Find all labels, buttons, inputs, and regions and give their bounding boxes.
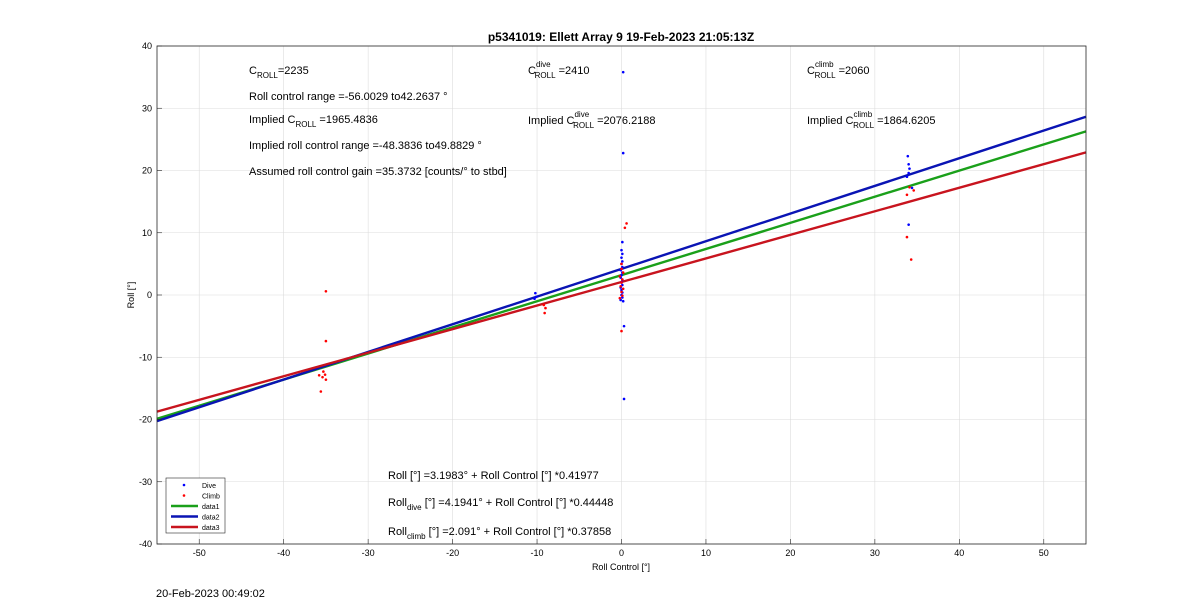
y-tick-label: 10 — [142, 228, 152, 238]
assumed-gain: Assumed roll control gain =35.3732 [coun… — [249, 166, 507, 178]
climb-point — [543, 311, 546, 315]
fit-equation-climb: Rollclimb [°] =2.091° + Roll Control [°]… — [388, 526, 611, 541]
climb-point — [323, 373, 327, 376]
x-axis-label: Roll Control [°] — [592, 562, 650, 572]
climb-point — [620, 290, 623, 294]
climb-point — [905, 193, 909, 197]
fit-equation-dive: Rolldive [°] =4.1941° + Roll Control [°]… — [388, 497, 613, 512]
x-tick-label: 10 — [701, 548, 711, 558]
implied-roll-control-range: Implied roll control range =-48.3836 to4… — [249, 140, 482, 152]
dive-point — [908, 167, 911, 170]
climb-point — [621, 271, 625, 274]
climb-point — [908, 186, 911, 189]
dive-point — [910, 186, 914, 190]
dive-point — [621, 299, 625, 303]
dive-point — [621, 70, 625, 74]
dive-point — [907, 223, 910, 226]
x-tick-label: -20 — [446, 548, 459, 558]
legend-label: Dive — [202, 483, 216, 490]
legend: Dive Climb data1 data2 data3 — [165, 477, 226, 534]
climb-point — [620, 267, 623, 271]
c-roll-dive-annotation: Cdive ROLL =2410 — [528, 60, 590, 80]
y-tick-label: 0 — [147, 290, 152, 300]
climb-point — [618, 296, 622, 300]
c-roll-climb-annotation: Cclimb ROLL =2060 — [807, 60, 869, 80]
y-tick-label: -40 — [139, 539, 152, 549]
chart-title: p5341019: Ellett Array 9 19-Feb-2023 21:… — [488, 30, 754, 44]
dive-point — [620, 256, 623, 259]
climb-point — [620, 262, 623, 266]
climb-point — [324, 339, 328, 343]
footer-timestamp: 20-Feb-2023 00:49:02 — [156, 588, 265, 600]
climb-point — [618, 275, 622, 278]
climb-point — [621, 287, 625, 291]
x-tick-label: -40 — [277, 548, 290, 558]
x-tick-label: -30 — [362, 548, 375, 558]
dive-point — [907, 171, 910, 175]
y-axis-label: Roll [°] — [126, 282, 136, 309]
climb-point — [317, 374, 321, 377]
x-tick-label: 20 — [785, 548, 795, 558]
y-tick-label: -30 — [139, 477, 152, 487]
legend-label: data3 — [202, 525, 220, 532]
climb-point — [912, 189, 916, 192]
legend-marker — [182, 483, 186, 487]
dive-point — [534, 295, 538, 299]
legend-label: Climb — [202, 494, 220, 501]
implied-c-roll-climb: Implied Cclimb ROLL =1864.6205 — [807, 110, 936, 130]
c-roll-annotation: CROLL=2235 — [249, 65, 309, 80]
axis-ticks: -50 -40 -30 -20 -10 0 10 20 30 40 50 -40 -30 -20 -10 0 1… — [139, 41, 1049, 558]
dive-point — [621, 260, 624, 263]
x-tick-label: 0 — [619, 548, 624, 558]
climb-point — [324, 378, 328, 381]
dive-point — [533, 297, 536, 301]
annotations: CROLL=2235 Roll control range =-56.0029 … — [249, 60, 936, 541]
x-tick-label: 30 — [870, 548, 880, 558]
dive-point — [620, 248, 623, 252]
legend-label: data1 — [202, 504, 220, 511]
y-tick-label: 20 — [142, 166, 152, 176]
climb-point — [319, 390, 323, 393]
x-tick-label: -50 — [193, 548, 206, 558]
climb-point — [621, 278, 624, 281]
dive-point — [621, 252, 624, 256]
dive-point — [621, 296, 624, 299]
x-tick-label: 40 — [954, 548, 964, 558]
dive-point — [906, 154, 910, 158]
legend-label: data2 — [202, 515, 220, 522]
dive-point — [621, 151, 625, 155]
y-tick-label: 40 — [142, 41, 152, 51]
climb-point — [620, 281, 623, 284]
y-tick-label: -20 — [139, 415, 152, 425]
dive-point — [622, 397, 626, 401]
climb-point — [620, 329, 623, 333]
climb-point — [909, 258, 913, 261]
climb-point — [322, 370, 325, 373]
x-tick-label: -10 — [531, 548, 544, 558]
dive-point — [622, 324, 626, 328]
legend-marker — [182, 494, 186, 497]
fit-equation-all: Roll [°] =3.1983° + Roll Control [°] *0.… — [388, 470, 599, 482]
climb-point — [905, 235, 909, 239]
climb-point — [321, 375, 324, 379]
implied-c-roll-dive: Implied Cdive ROLL =2076.2188 — [528, 110, 656, 130]
dive-point — [621, 240, 624, 244]
y-tick-label: 30 — [142, 103, 152, 113]
climb-point — [619, 284, 622, 288]
climb-point — [324, 289, 328, 293]
climb-point — [625, 222, 628, 225]
roll-control-range: Roll control range =-56.0029 to42.2637 ° — [249, 91, 448, 103]
climb-point — [623, 226, 627, 230]
dive-point — [905, 175, 909, 179]
dive-point — [534, 291, 537, 295]
implied-c-roll: Implied CROLL =1965.4836 — [249, 114, 378, 129]
y-tick-label: -10 — [139, 352, 152, 362]
data-points — [317, 70, 916, 401]
climb-point — [542, 303, 546, 307]
climb-point — [621, 294, 624, 297]
climb-point — [544, 306, 547, 310]
x-tick-label: 50 — [1039, 548, 1049, 558]
dive-point — [907, 162, 910, 166]
